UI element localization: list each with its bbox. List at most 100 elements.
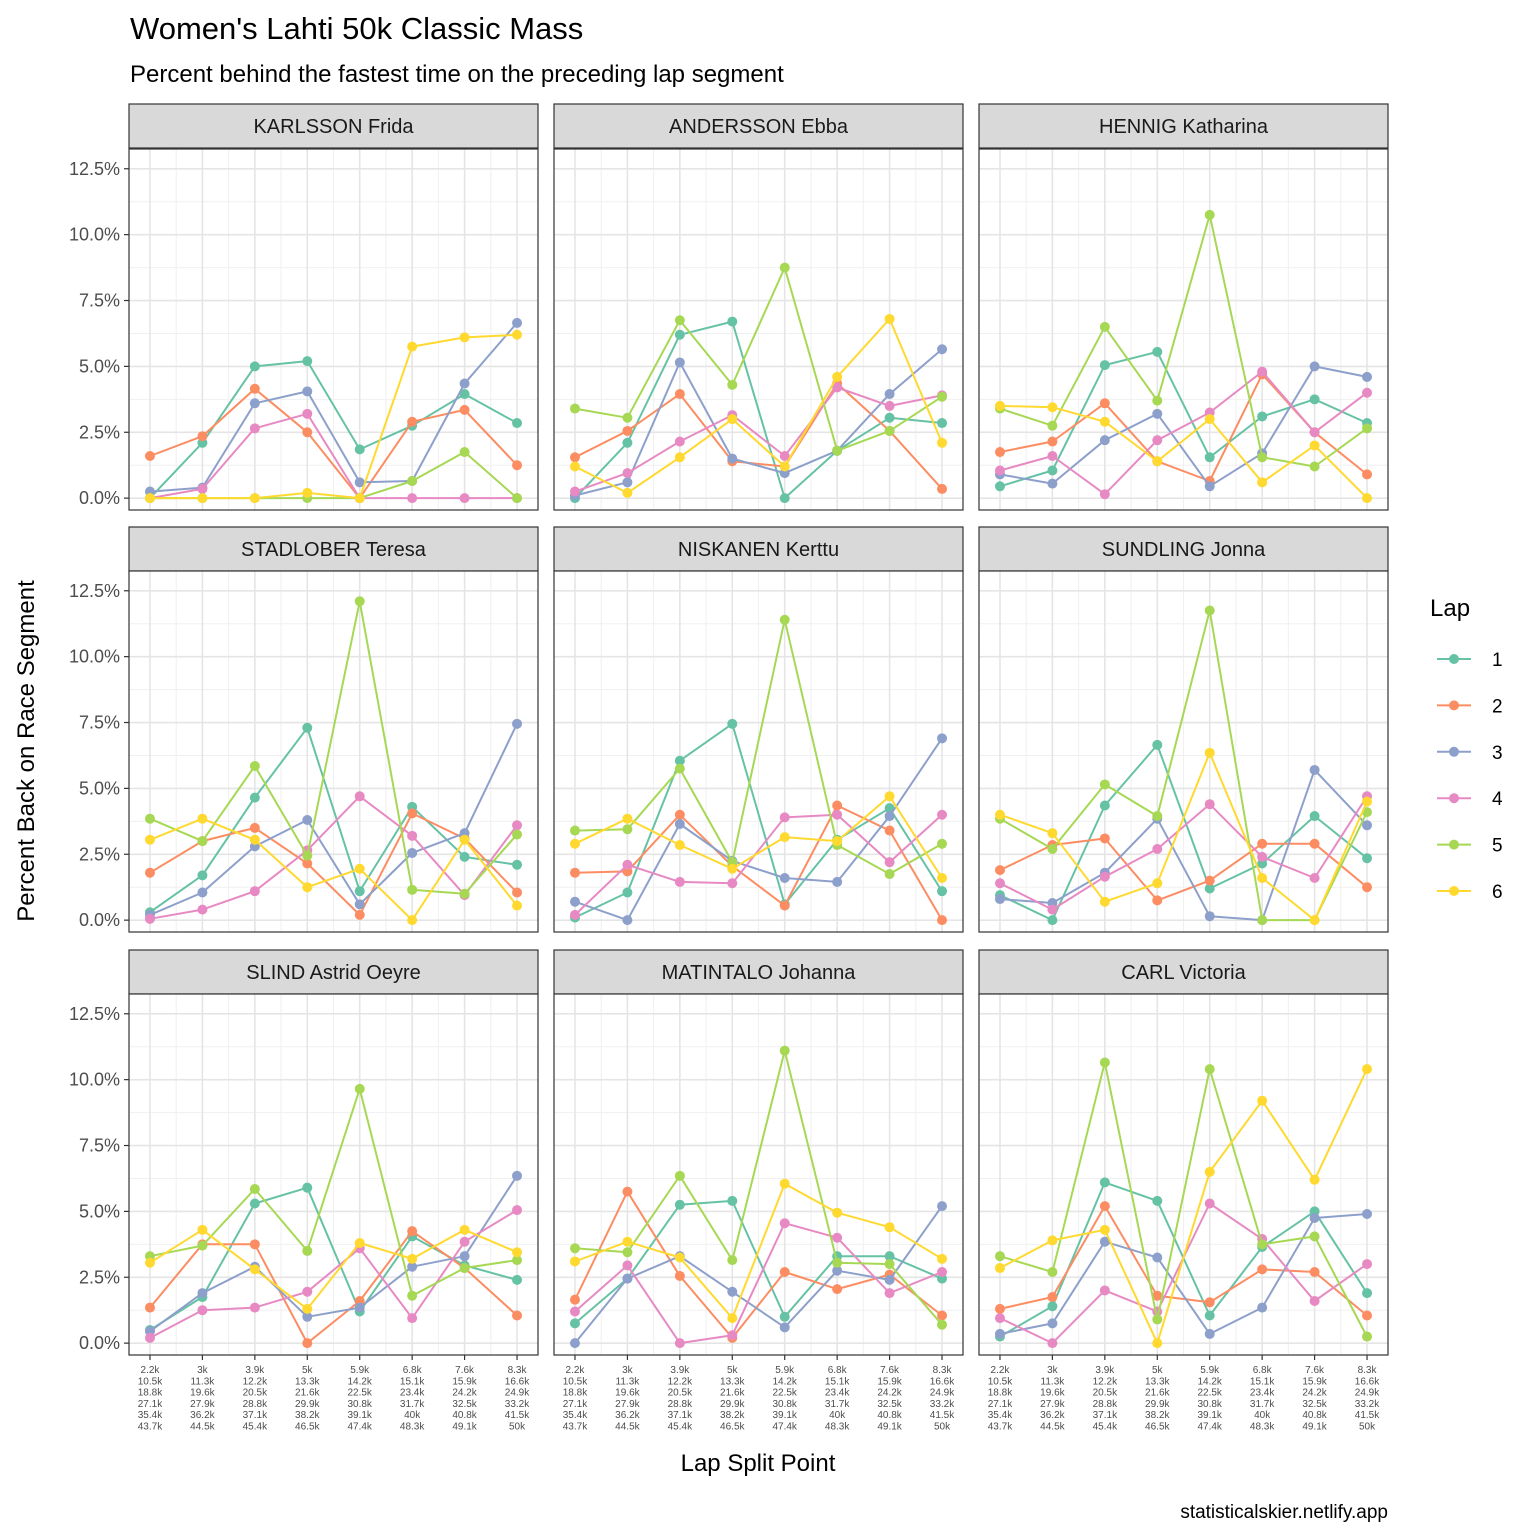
data-point [1152,878,1163,889]
data-point [459,851,470,862]
data-point [937,915,948,926]
data-point [249,886,260,897]
series-line-lap-2 [999,1205,1368,1317]
data-point [459,493,470,504]
data-point [1152,739,1163,750]
series-line-lap-6 [999,1068,1368,1345]
data-point [1099,800,1110,811]
data-point [569,1306,580,1317]
panel: NISKANEN Kerttu [553,526,964,933]
data-point [727,316,738,327]
data-point [1257,1302,1268,1313]
legend-label: 1 [1492,650,1503,671]
data-point [249,1198,260,1209]
data-point [407,416,418,427]
data-point [1257,477,1268,488]
data-point [1204,1166,1215,1177]
data-point [1204,883,1215,894]
data-point [1309,811,1320,822]
data-point [622,1247,633,1258]
data-point [1099,1236,1110,1247]
data-point [1362,1259,1373,1270]
data-point [459,1263,470,1274]
y-tick-label: 2.5% [79,422,120,442]
data-point [144,1332,155,1343]
data-point [1257,915,1268,926]
data-point [354,444,365,455]
data-point [302,427,313,438]
data-point [302,356,313,367]
data-point [832,445,843,456]
data-point [674,1270,685,1281]
series-line-lap-3 [149,723,518,916]
panel: KARLSSON Frida 0.0% 2.5% 5.0% 7.5% 10.0% 12.5% [69,103,539,511]
data-point [674,329,685,340]
y-tick-label: 5.0% [79,1201,120,1221]
data-point [459,888,470,899]
data-point [1204,1310,1215,1321]
legend-key-point [1449,746,1459,757]
series-line-lap-4 [574,813,943,916]
panel-border [128,148,539,511]
data-point [302,487,313,498]
data-point [569,461,580,472]
strip-background [128,526,539,572]
data-point [1204,747,1215,758]
panel: MATINTALO Johanna 2.2k 10.5k 18.8k 27.1k 35.4… [553,949,964,1433]
data-point [1047,1301,1058,1312]
data-point [1257,1264,1268,1275]
data-point [407,1226,418,1237]
data-point [779,872,790,883]
data-point [1309,764,1320,775]
data-point [1152,1290,1163,1301]
data-point [1257,838,1268,849]
data-point [1047,420,1058,431]
data-point [674,1338,685,1349]
data-point [832,836,843,847]
panel: CARL Victoria 2.2k 10.5k 18.8k 27.1k 35.4k 43.… [978,949,1389,1433]
data-point [727,863,738,874]
data-point [994,465,1005,476]
data-point [937,1310,948,1321]
data-point [884,412,895,423]
strip-label: CARL Victoria [1121,962,1246,984]
data-point [144,450,155,461]
x-tick-label: 6.8k 15.1k 23.4k 31.7k 40k 48.3k [825,1365,850,1433]
data-point [884,1259,895,1270]
data-point [354,791,365,802]
legend-item-lap-6: 6 [1437,882,1503,903]
data-point [459,404,470,415]
x-tick-label: 3k 11.3k 19.6k 27.9k 36.2k 44.5k [190,1365,215,1433]
data-point [407,847,418,858]
data-point [512,900,523,911]
data-point [144,913,155,924]
data-point [459,1236,470,1247]
data-point [994,894,1005,905]
series-line-lap-6 [999,751,1368,922]
y-axis-title: Percent Back on Race Segment [13,580,40,922]
data-point [674,357,685,368]
legend-key-point [1449,654,1459,664]
data-point [407,1261,418,1272]
data-point [622,915,633,926]
data-point [994,809,1005,820]
data-point [1204,911,1215,922]
y-tick-label: 5.0% [79,778,120,798]
series-line-lap-4 [999,795,1368,911]
x-tick-label: 7.6k 15.9k 24.2k 32.5k 40.8k 49.1k [452,1365,477,1433]
data-point [512,829,523,840]
strip-background [553,103,964,149]
chart-subtitle: Percent behind the fastest time on the p… [130,61,784,88]
series-line-lap-4 [574,386,943,493]
data-point [622,437,633,448]
data-point [779,461,790,472]
data-point [249,383,260,394]
data-point [674,755,685,766]
data-point [937,1253,948,1264]
legend-label: 2 [1492,696,1503,717]
y-tick-label: 0.0% [79,1333,120,1353]
y-tick-label: 10.0% [69,225,120,245]
legend-key-point [1449,839,1459,850]
data-point [622,824,633,835]
strip-label: SUNDLING Jonna [1102,539,1266,561]
